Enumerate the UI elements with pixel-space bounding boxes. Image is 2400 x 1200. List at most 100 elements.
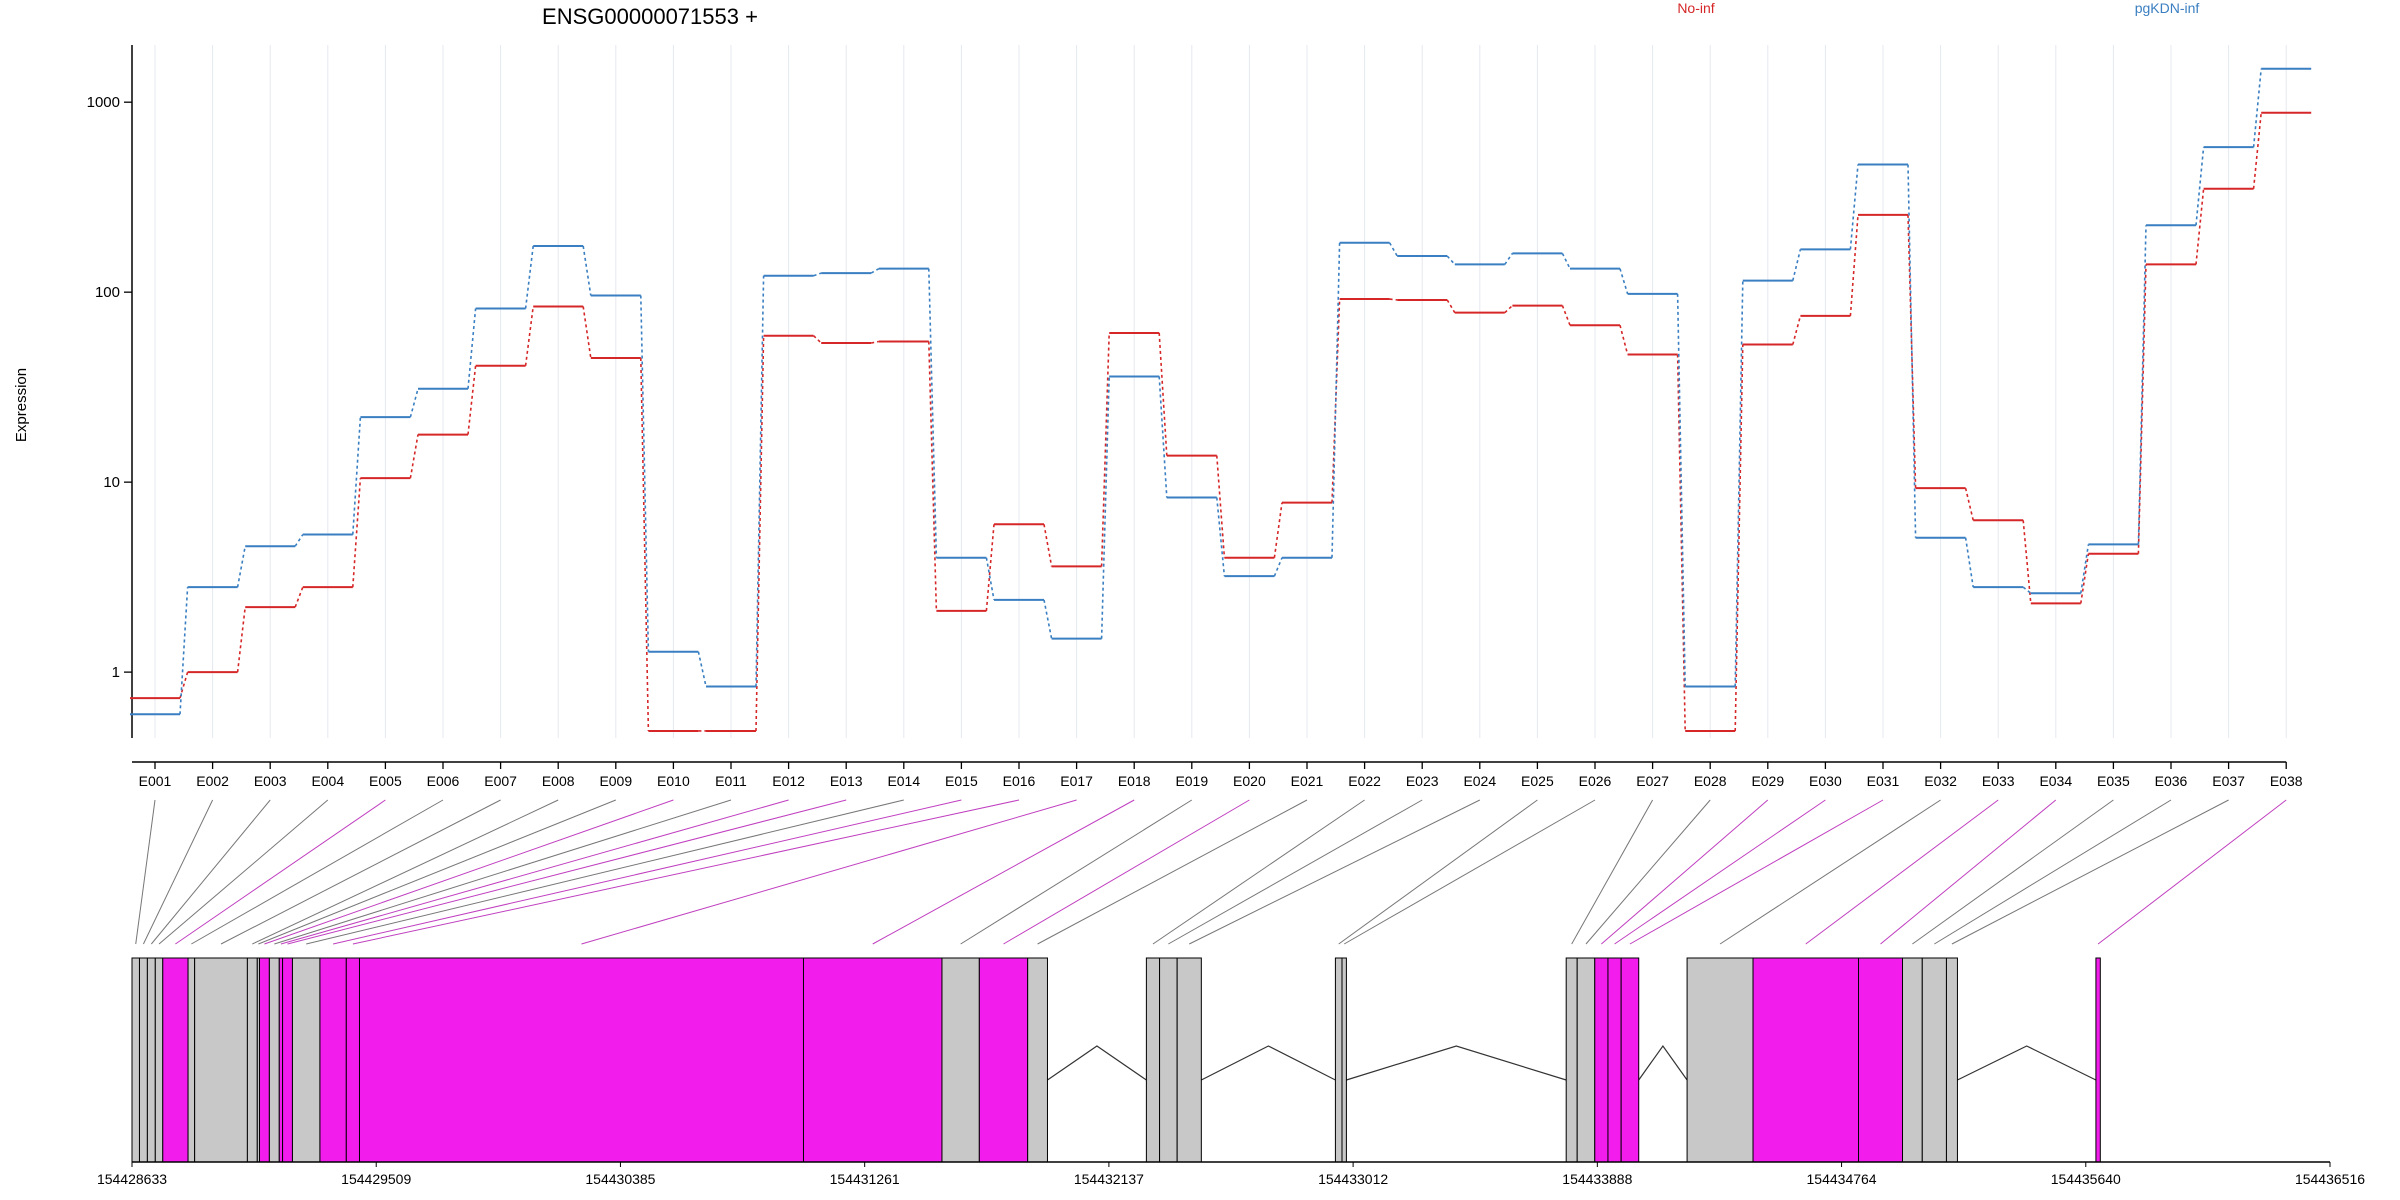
transition-line (1216, 455, 1226, 558)
transition-line (179, 587, 189, 715)
exon-E010 (258, 957, 270, 1163)
transition-line (524, 306, 534, 366)
exon-E021 (1027, 957, 1048, 1163)
transition-line (524, 245, 534, 309)
transition-line (1158, 332, 1168, 456)
x-tick-label-E036: E036 (2155, 773, 2188, 789)
transition-line (1734, 344, 1744, 731)
connector-E014 (306, 799, 904, 945)
transition-line (2022, 520, 2032, 604)
x-tick-label-E021: E021 (1291, 773, 1324, 789)
x-tick-label-E018: E018 (1118, 773, 1151, 789)
connector-E034 (1880, 799, 2057, 945)
connector-E004 (158, 799, 329, 945)
transition-line (2022, 586, 2032, 594)
transition-line (755, 335, 765, 731)
connector-E032 (1719, 799, 1941, 945)
x-tick-label-E002: E002 (196, 773, 229, 789)
connector-E029 (1601, 799, 1769, 945)
transition-line (2252, 112, 2262, 189)
transition-line (1446, 299, 1456, 314)
intron-line (1346, 1045, 1567, 1081)
exon-E016 (345, 957, 360, 1163)
x-tick-label-E032: E032 (1924, 773, 1957, 789)
connector-E015 (333, 799, 962, 945)
exon-E011 (268, 957, 280, 1163)
transition-line (582, 306, 592, 359)
connector-E006 (191, 799, 444, 945)
transition-line (1619, 325, 1629, 355)
coord-tick-label: 154430385 (585, 1171, 655, 1187)
x-tick-label-E037: E037 (2212, 773, 2245, 789)
connector-E010 (264, 799, 674, 945)
x-tick-label-E015: E015 (945, 773, 978, 789)
x-tick-label-E012: E012 (772, 773, 805, 789)
transition-line (1849, 164, 1859, 250)
transition-line (1100, 376, 1110, 639)
series-pgKDN-inf (130, 67, 2312, 716)
coord-tick-label: 154433012 (1318, 1171, 1388, 1187)
transition-line (179, 671, 189, 699)
connector-E016 (352, 799, 1020, 945)
transition-line (1388, 242, 1398, 257)
exon-E026 (1341, 957, 1347, 1163)
connector-E009 (258, 799, 616, 945)
transition-line (640, 358, 650, 731)
transition-line (1964, 487, 1974, 521)
gene-model (131, 957, 2330, 1163)
legend-no-inf: No-inf (1677, 0, 1714, 16)
x-tick-label-E008: E008 (542, 773, 575, 789)
connector-E020 (1003, 799, 1250, 945)
y-axis: 1 10 100 1000 (87, 45, 133, 738)
connector-E001 (135, 799, 156, 945)
transition-line (1043, 599, 1053, 639)
x-tick-label-E014: E014 (887, 773, 920, 789)
transition-line (1446, 255, 1456, 265)
connector-E025 (1338, 799, 1538, 945)
x-tick-label-E035: E035 (2097, 773, 2130, 789)
x-tick-label-E010: E010 (657, 773, 690, 789)
x-tick-label-E033: E033 (1982, 773, 2015, 789)
x-tick-label-E001: E001 (139, 773, 172, 789)
x-tick-label-E026: E026 (1579, 773, 1612, 789)
coord-tick-label: 154434764 (1807, 1171, 1877, 1187)
transition-line (871, 340, 879, 344)
x-tick-label-E027: E027 (1636, 773, 1669, 789)
series-lines (130, 67, 2312, 732)
exon-E034 (1858, 957, 1903, 1163)
connector-E024 (1189, 799, 1481, 945)
transition-line (1273, 557, 1283, 577)
transition-line (2195, 188, 2205, 265)
x-tick-label-E022: E022 (1348, 773, 1381, 789)
connector-E007 (220, 799, 501, 945)
exon-E017 (358, 957, 804, 1163)
exon-E015 (319, 957, 347, 1163)
connector-E019 (960, 799, 1193, 945)
transition-line (813, 335, 822, 344)
transition-line (1619, 268, 1629, 295)
transition-line (1849, 214, 1859, 316)
transition-line (1561, 305, 1571, 326)
transition-line (985, 557, 995, 601)
y-tick-label: 100 (95, 284, 120, 301)
transition-line (294, 586, 304, 608)
connector-E027 (1571, 799, 1654, 945)
transition-line (1792, 315, 1802, 345)
transition-line (2252, 68, 2262, 148)
y-axis-label: Expression (13, 368, 30, 442)
chart-title: ENSG00000071553 + (542, 4, 758, 29)
intron-line (1638, 1044, 1688, 1081)
intron-line (1201, 1045, 1336, 1081)
transition-line (236, 546, 246, 588)
transition-line (1273, 502, 1283, 558)
x-tick-label-E011: E011 (715, 773, 747, 789)
connector-E038 (2097, 799, 2287, 945)
transition-line (1504, 304, 1513, 314)
x-tick-label-E013: E013 (830, 773, 863, 789)
transition-line (2080, 544, 2090, 594)
x-axis: E001 E002 E003 E004 E005 E006 E007 E008 E009 E010… (132, 761, 2303, 789)
connector-E031 (1629, 799, 1884, 945)
coord-tick-label: 154428633 (97, 1171, 167, 1187)
x-tick-label-E005: E005 (369, 773, 402, 789)
transition-line (1676, 293, 1686, 687)
